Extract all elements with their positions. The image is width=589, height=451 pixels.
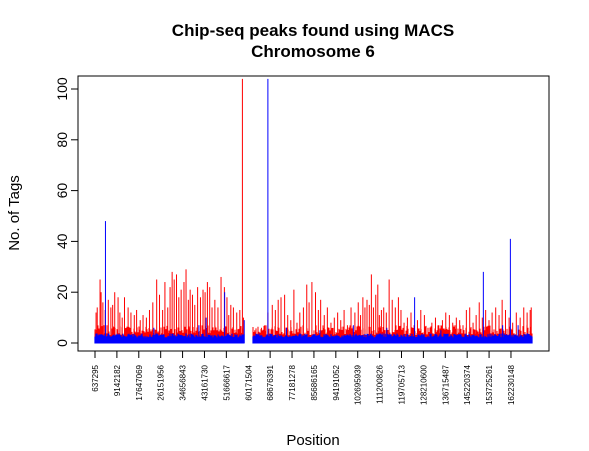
x-axis: 637295 9142182 17647069 26151956 34656843 431… (91, 350, 516, 405)
y-axis: 0 20 40 60 80 100 (54, 77, 79, 347)
x-tick-label: 77181278 (288, 364, 297, 400)
x-tick-label: 637295 (91, 364, 100, 391)
x-tick-label: 136715487 (441, 364, 450, 405)
y-tick-label: 40 (54, 233, 70, 249)
x-tick-label: 26151956 (157, 364, 166, 400)
x-tick-label: 43161730 (200, 364, 209, 400)
x-tick-label: 119705713 (398, 364, 407, 404)
plot-frame (77, 75, 550, 352)
chart-subtitle: Chromosome 6 (251, 42, 375, 61)
y-tick-label: 60 (54, 183, 70, 199)
x-tick-label: 9142182 (113, 364, 122, 396)
x-tick-label: 17647069 (135, 364, 144, 400)
x-tick-label: 34656843 (179, 364, 188, 400)
x-tick-label: 128210600 (419, 364, 428, 405)
x-tick-label: 153725261 (485, 364, 494, 405)
x-tick-label: 111200826 (376, 364, 385, 403)
x-tick-label: 60171504 (244, 364, 253, 400)
y-tick-label: 20 (54, 284, 70, 300)
x-tick-label: 145220374 (463, 364, 472, 405)
y-tick-label: 0 (54, 339, 70, 347)
chart-title: Chip-seq peaks found using MACS (172, 21, 454, 40)
x-tick-label: 68676391 (266, 364, 275, 400)
y-axis-label: No. of Tags (6, 175, 23, 251)
y-tick-label: 100 (54, 77, 70, 101)
x-tick-label: 85686165 (310, 364, 319, 400)
x-tick-label: 102695939 (354, 364, 363, 405)
x-tick-label: 94191052 (332, 364, 341, 400)
x-tick-label: 162230148 (507, 364, 516, 405)
plot-area (77, 75, 550, 352)
y-tick-label: 80 (54, 132, 70, 148)
x-tick-label: 51666617 (222, 364, 231, 400)
data-marks (94, 78, 533, 344)
blue-baseline-band (94, 333, 533, 344)
x-axis-label: Position (286, 432, 339, 449)
